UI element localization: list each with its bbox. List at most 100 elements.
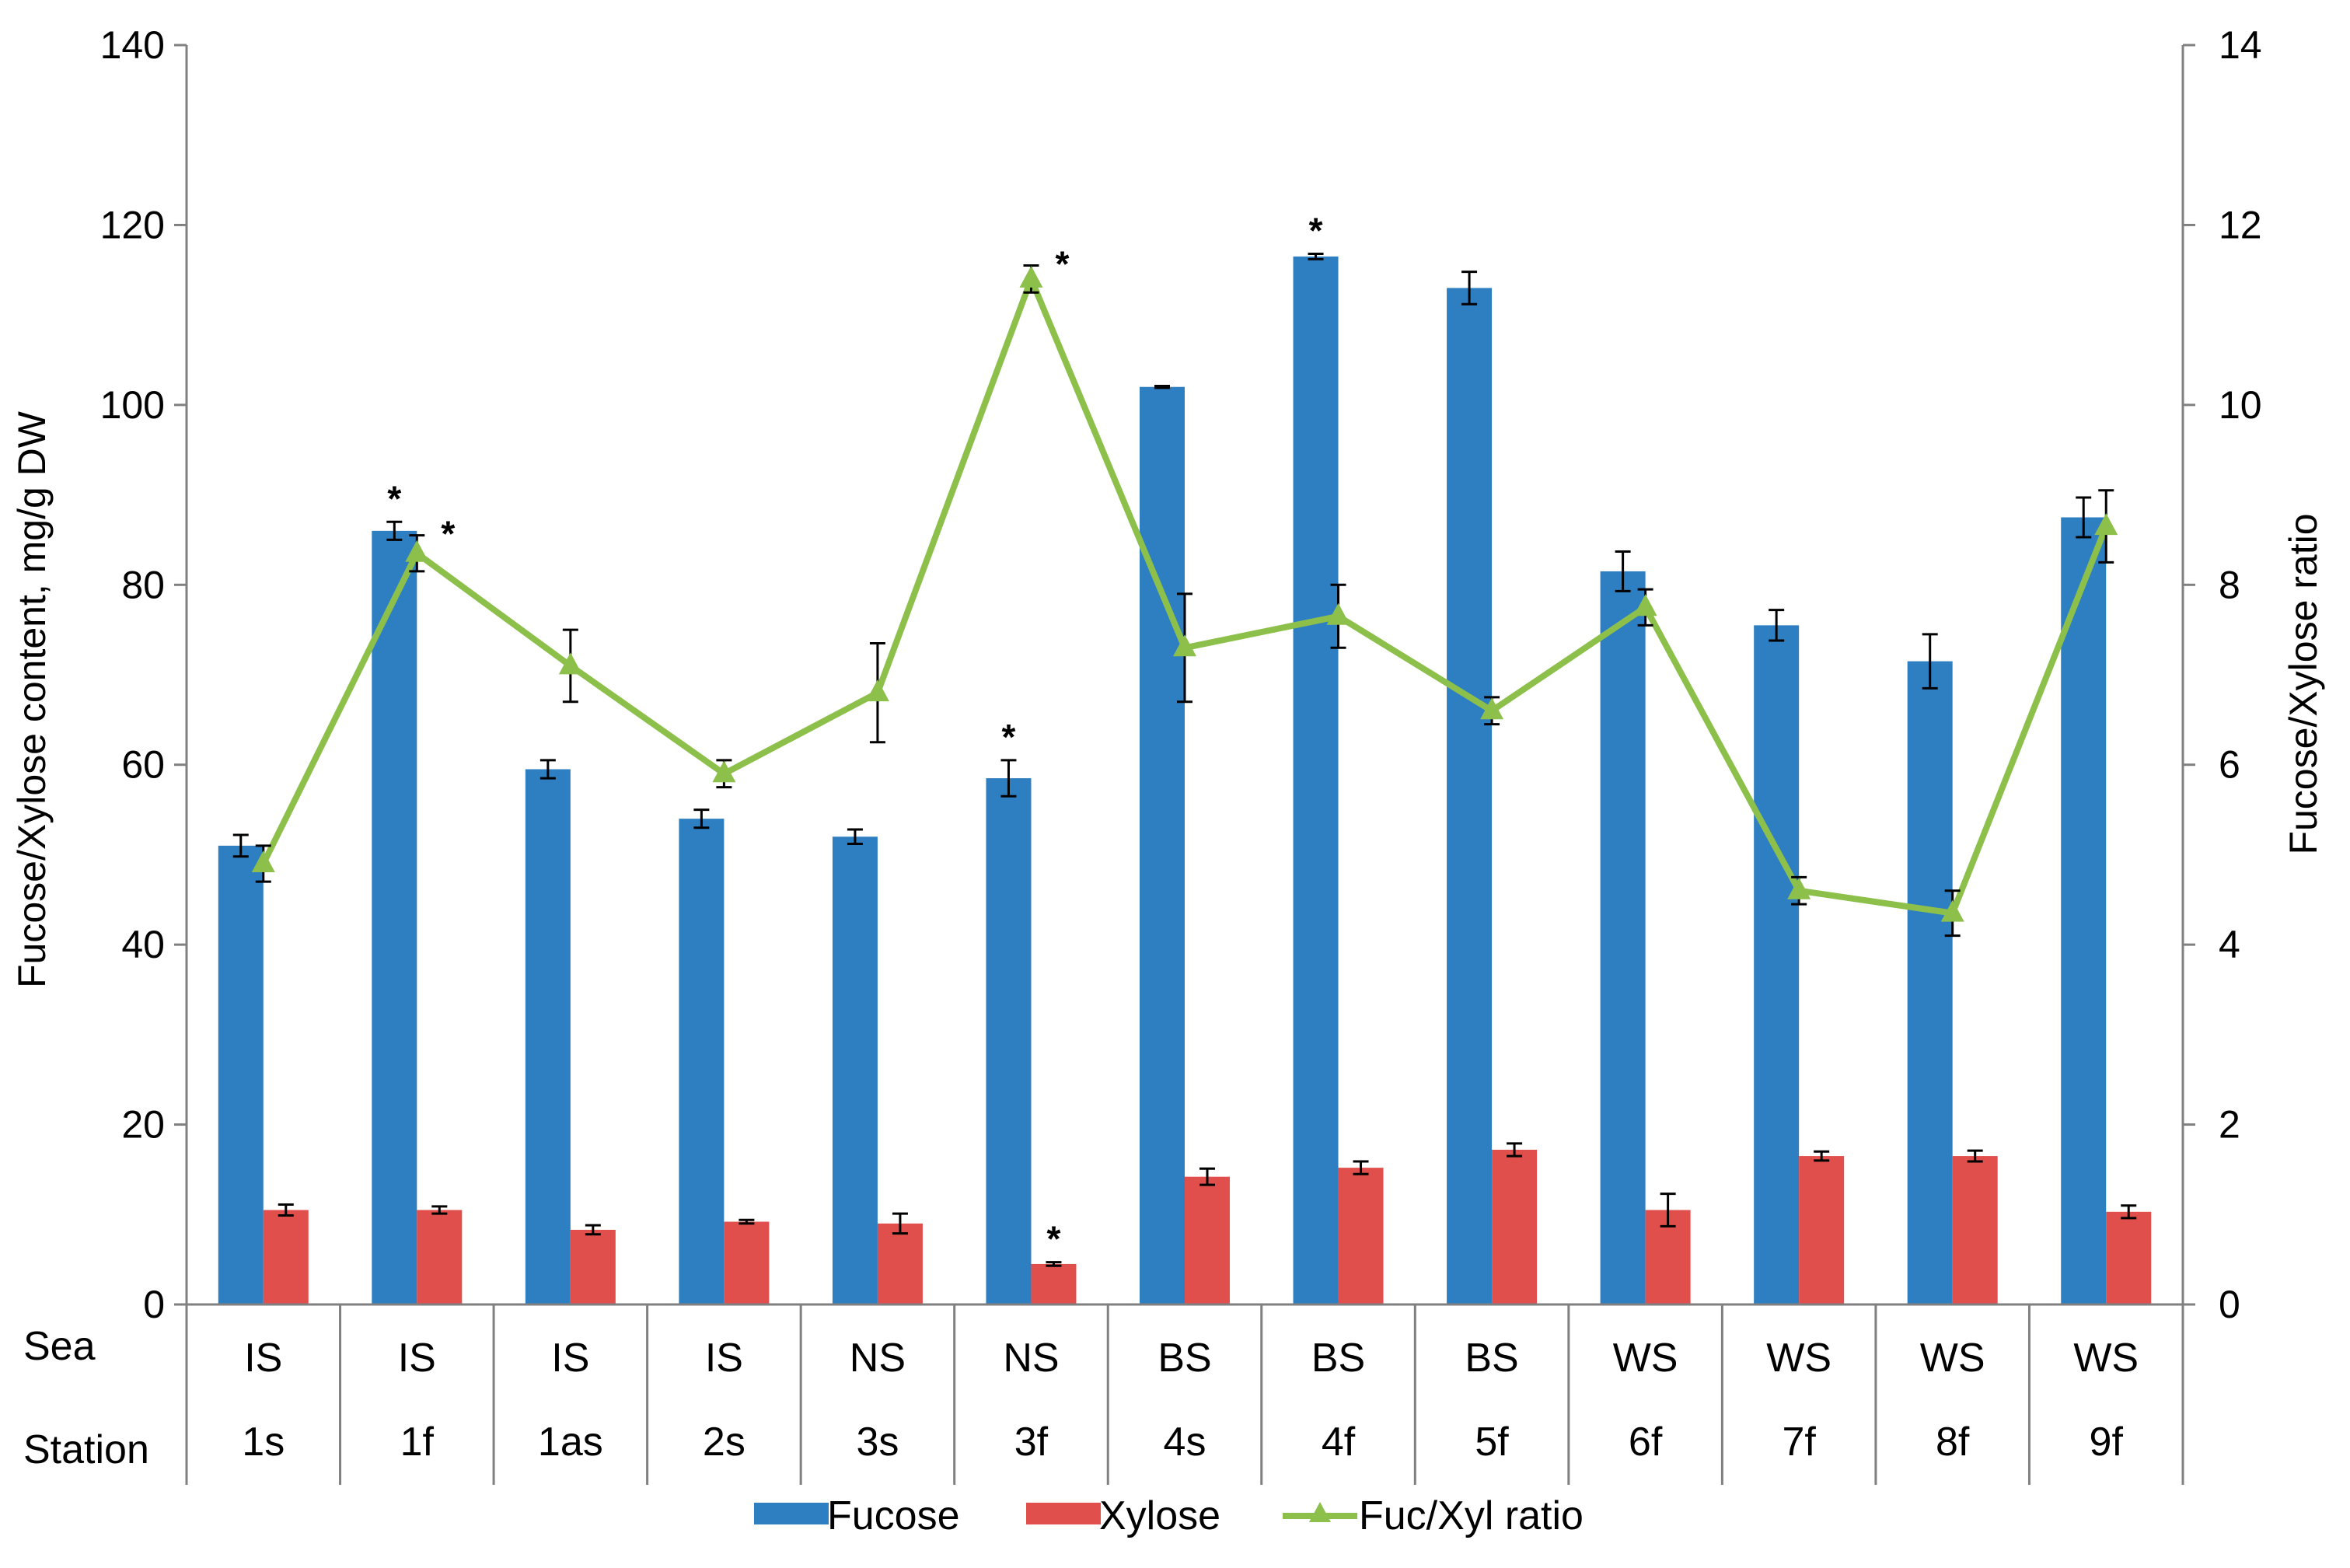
station-row-label: Station xyxy=(23,1427,149,1472)
station-label: 4f xyxy=(1322,1420,1356,1465)
ratio-point xyxy=(251,850,275,872)
fucose-bar xyxy=(679,819,725,1304)
ratio-point xyxy=(1633,594,1657,616)
fucose-bar xyxy=(1907,661,1953,1304)
y2-axis-title: Fucose/Xylose ratio xyxy=(2282,513,2325,854)
ratio-point xyxy=(1173,634,1196,657)
sea-label: WS xyxy=(1766,1336,1831,1381)
fucose-bar xyxy=(2061,517,2107,1304)
ratio-point xyxy=(865,679,889,702)
station-label: 1s xyxy=(242,1420,285,1465)
sea-label: NS xyxy=(1003,1336,1059,1381)
legend-xylose-label: Xylose xyxy=(1099,1493,1220,1538)
sea-label: WS xyxy=(1613,1336,1678,1381)
xylose-bar xyxy=(2106,1211,2152,1304)
y-axis-title: Fucose/Xylose content, mg/g DW xyxy=(10,410,54,988)
station-label: 3s xyxy=(856,1420,899,1465)
sea-label: IS xyxy=(244,1336,282,1381)
xylose-bar xyxy=(1185,1176,1230,1304)
ratio-significance-mark: * xyxy=(1056,244,1070,285)
fucose-significance-mark: * xyxy=(1002,717,1016,757)
ratio-point xyxy=(1940,899,1964,922)
station-label: 3f xyxy=(1014,1420,1049,1465)
sea-label: BS xyxy=(1158,1336,1211,1381)
y2-tick-label: 14 xyxy=(2219,23,2262,67)
xylose-significance-mark: * xyxy=(1047,1219,1061,1259)
sea-label: WS xyxy=(1920,1336,1985,1381)
station-label: 7f xyxy=(1782,1420,1816,1465)
fucose-bar xyxy=(1293,256,1339,1304)
fucose-bar xyxy=(832,836,878,1304)
ratio-point xyxy=(1326,602,1350,625)
y2-tick-label: 8 xyxy=(2219,563,2240,606)
ratio-significance-mark: * xyxy=(441,514,455,554)
xylose-bar xyxy=(1492,1149,1538,1304)
fucose-bar xyxy=(1754,625,1800,1304)
y-tick-label: 60 xyxy=(121,743,165,787)
fucose-significance-mark: * xyxy=(1309,210,1323,250)
legend-fucose-swatch xyxy=(754,1503,829,1524)
sea-label: IS xyxy=(398,1336,436,1381)
legend-ratio-label: Fuc/Xyl ratio xyxy=(1359,1493,1584,1538)
fucose-significance-mark: * xyxy=(387,478,401,519)
fucose-bar xyxy=(1140,386,1185,1304)
ratio-point xyxy=(1019,265,1043,288)
xylose-bar xyxy=(1338,1168,1384,1304)
fucose-bar xyxy=(372,530,417,1304)
fucose-bar xyxy=(218,845,264,1304)
fucose-bar xyxy=(525,769,571,1304)
sea-label: NS xyxy=(850,1336,906,1381)
xylose-bar xyxy=(1799,1156,1845,1304)
xylose-bar xyxy=(724,1221,770,1304)
ratio-point xyxy=(558,652,582,675)
fucose-bar xyxy=(1447,288,1493,1304)
sea-label: WS xyxy=(2073,1336,2139,1381)
sea-label: IS xyxy=(705,1336,743,1381)
sea-label: BS xyxy=(1465,1336,1518,1381)
legend-fucose-label: Fucose xyxy=(827,1493,960,1538)
ratio-line-series: ** xyxy=(251,244,2118,938)
station-label: 4s xyxy=(1164,1420,1206,1465)
xylose-bar xyxy=(417,1210,463,1304)
xylose-bar xyxy=(1952,1156,1998,1304)
y2-tick-label: 4 xyxy=(2219,923,2240,966)
y-tick-label: 20 xyxy=(121,1103,165,1147)
station-label: 2s xyxy=(703,1420,746,1465)
y-tick-label: 80 xyxy=(121,563,165,606)
ratio-point xyxy=(712,760,736,783)
y-tick-label: 100 xyxy=(100,383,165,427)
legend: Fucose Xylose Fuc/Xyl ratio xyxy=(754,1493,1584,1538)
xylose-bar xyxy=(570,1229,616,1304)
y-tick-label: 0 xyxy=(143,1283,165,1326)
ratio-point xyxy=(1480,697,1504,720)
xylose-bar xyxy=(1031,1263,1077,1304)
station-label: 1as xyxy=(538,1420,603,1465)
y2-tick-label: 6 xyxy=(2219,743,2240,787)
category-table: IS IS IS IS NS NS BS BS BS WS WS WS WS 1s 1f 1as 2s 3s 3f 4… xyxy=(185,1304,2184,1485)
xylose-bar xyxy=(877,1223,923,1304)
y-tick-label: 120 xyxy=(100,203,165,246)
y-tick-label: 40 xyxy=(121,923,165,966)
y2-tick-label: 2 xyxy=(2219,1103,2240,1147)
station-label: 1f xyxy=(400,1420,435,1465)
ratio-point xyxy=(2094,513,2118,536)
station-label: 6f xyxy=(1629,1420,1663,1465)
sea-row-label: Sea xyxy=(23,1324,96,1369)
y2-tick-label: 0 xyxy=(2219,1283,2240,1326)
fucose-bar xyxy=(1600,571,1646,1304)
legend-xylose-swatch xyxy=(1026,1503,1101,1524)
station-label: 8f xyxy=(1936,1420,1970,1465)
station-label: 5f xyxy=(1475,1420,1509,1465)
ratio-point xyxy=(1787,877,1811,899)
bar-series: **** xyxy=(218,210,2152,1304)
fucose-bar xyxy=(986,778,1032,1304)
y2-tick-label: 10 xyxy=(2219,383,2262,427)
sea-label: BS xyxy=(1311,1336,1365,1381)
y-tick-label: 140 xyxy=(100,23,165,67)
station-label: 9f xyxy=(2090,1420,2124,1465)
axes: 0 20 40 60 80 100 120 140 0 2 4 6 8 10 12 14 xyxy=(100,23,2262,1326)
xylose-bar xyxy=(263,1210,309,1304)
ratio-point xyxy=(405,540,429,562)
y2-tick-label: 12 xyxy=(2219,203,2262,246)
